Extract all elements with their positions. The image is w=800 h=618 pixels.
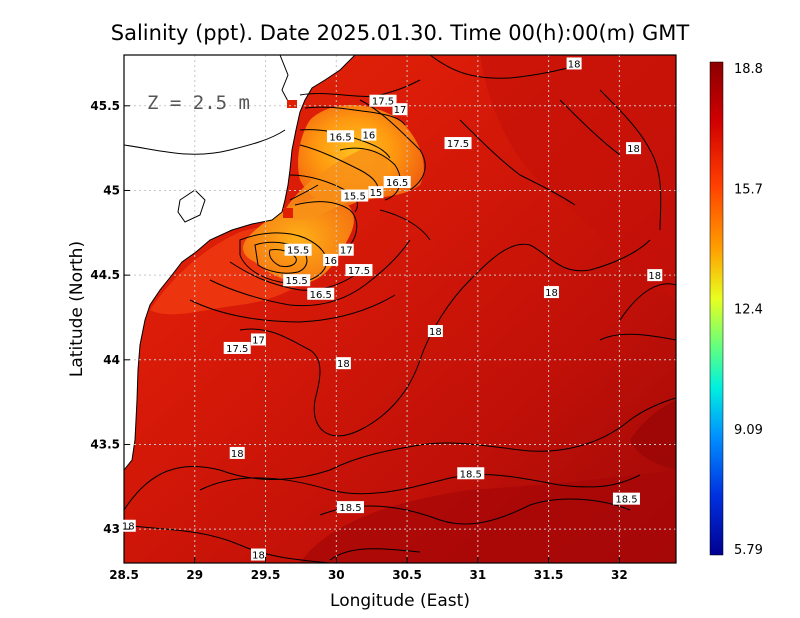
depth-label: Z = 2.5 m (147, 92, 250, 114)
colorbar-label: 18.8 (734, 62, 763, 77)
x-tick-label: 31.5 (534, 568, 564, 582)
contour-label-box (427, 325, 443, 338)
contour-label-box (335, 357, 351, 370)
high-salinity-zone (300, 470, 676, 563)
contour-label-box (626, 142, 642, 155)
high-salinity-zone-east (630, 400, 676, 470)
x-tick-label: 32 (611, 568, 628, 582)
contour-label-box (229, 446, 245, 459)
contour-label-box (612, 492, 640, 505)
y-axis-label: Latitude (North) (67, 241, 87, 377)
colorbar-label: 12.4 (734, 303, 763, 318)
contour-label-box (383, 176, 411, 188)
contour-label: 17 (394, 105, 407, 116)
contour-label: 15 (370, 188, 383, 199)
colorbar-label: 15.7 (734, 182, 763, 197)
contour-label-box (361, 128, 377, 141)
inland-river (279, 55, 291, 106)
contour-label: 18.5 (615, 495, 637, 506)
north-east-zone (480, 55, 676, 300)
contour-label-box (345, 264, 373, 277)
delta-patch (283, 208, 293, 218)
y-tick-label: 45.5 (90, 99, 120, 113)
contour-label: 18 (231, 449, 244, 460)
contour-label: 18 (627, 144, 640, 155)
x-tick-label: 31 (469, 568, 486, 582)
y-tick-label: 44 (103, 353, 120, 367)
y-tick-labels: 43 43.5 44 44.5 45 45.5 (90, 99, 130, 536)
contour-label: 17 (340, 246, 353, 257)
colorbar-label: 9.09 (734, 423, 763, 438)
contour-label-box (223, 341, 251, 354)
contour-label: 18 (429, 327, 442, 338)
contour-label: 18.5 (339, 503, 361, 514)
contour-label: 18 (122, 522, 135, 533)
x-tick-label: 28.5 (109, 568, 139, 582)
contour-label-box (250, 333, 266, 346)
x-tick-labels: 28.5 29 29.5 30 30.5 31 31.5 32 (109, 557, 628, 582)
contour-label-box (284, 243, 312, 256)
contour-label: 18 (252, 551, 265, 562)
contour-label: 15.5 (287, 246, 309, 257)
contour-label: 17.5 (447, 139, 469, 150)
contour-lines (124, 55, 676, 563)
plot-frame (123, 54, 677, 564)
contour-label-box (457, 467, 485, 480)
contour-label-box (327, 130, 355, 143)
x-tick-label: 29 (186, 568, 203, 582)
y-tick-label: 43.5 (90, 437, 120, 451)
contour-label-box (341, 189, 369, 202)
colorbar (709, 61, 724, 556)
inland-border (124, 129, 286, 155)
contour-label: 15.5 (344, 192, 366, 203)
contour-label-box (323, 253, 339, 266)
contour-label-box (369, 94, 397, 107)
contour-label-box (392, 103, 408, 116)
y-tick-label: 45 (103, 183, 120, 197)
contour-label-box (283, 274, 311, 287)
contour-label-box (566, 57, 582, 70)
contour-label: 18 (337, 359, 350, 370)
x-tick-label: 29.5 (251, 568, 281, 582)
contour-label-box (444, 137, 472, 150)
contour-label-box (647, 269, 663, 282)
colorbar-labels: 18.8 15.7 12.4 9.09 5.79 (734, 62, 763, 558)
contour-label: 16 (362, 131, 375, 142)
contour-label-box (250, 548, 266, 561)
contour-label-box (543, 286, 559, 299)
x-tick-label: 30.5 (392, 568, 422, 582)
contour-label: 18 (568, 59, 581, 70)
contour-label-box (307, 287, 335, 300)
y-tick-label: 43 (103, 522, 120, 536)
delta-patch (287, 100, 297, 108)
contour-label: 16 (324, 256, 337, 267)
y-tick-label: 44.5 (90, 268, 120, 282)
contour-label: 17.5 (372, 97, 394, 108)
contour-label: 18 (648, 271, 661, 282)
contour-label: 18.5 (460, 469, 482, 480)
contour-label-box (368, 186, 384, 199)
contour-label: 16.5 (310, 290, 332, 301)
contour-label: 17.5 (348, 266, 370, 277)
grid-lines (124, 55, 676, 563)
x-tick-label: 30 (328, 568, 345, 582)
contour-label: 16.5 (386, 178, 408, 189)
contour-label-box (336, 501, 364, 514)
chart-title: Salinity (ppt). Date 2025.01.30. Time 00… (111, 21, 690, 45)
contour-label: 18 (545, 288, 558, 299)
contour-label: 15.5 (286, 276, 308, 287)
contour-label: 17 (252, 335, 265, 346)
contour-label: 16.5 (329, 132, 351, 143)
contour-label-box (338, 243, 354, 256)
x-axis-label: Longitude (East) (330, 591, 470, 611)
land (124, 55, 356, 471)
colorbar-label: 5.79 (734, 543, 763, 558)
contour-label: 17.5 (226, 344, 248, 355)
plot-area (124, 55, 676, 563)
